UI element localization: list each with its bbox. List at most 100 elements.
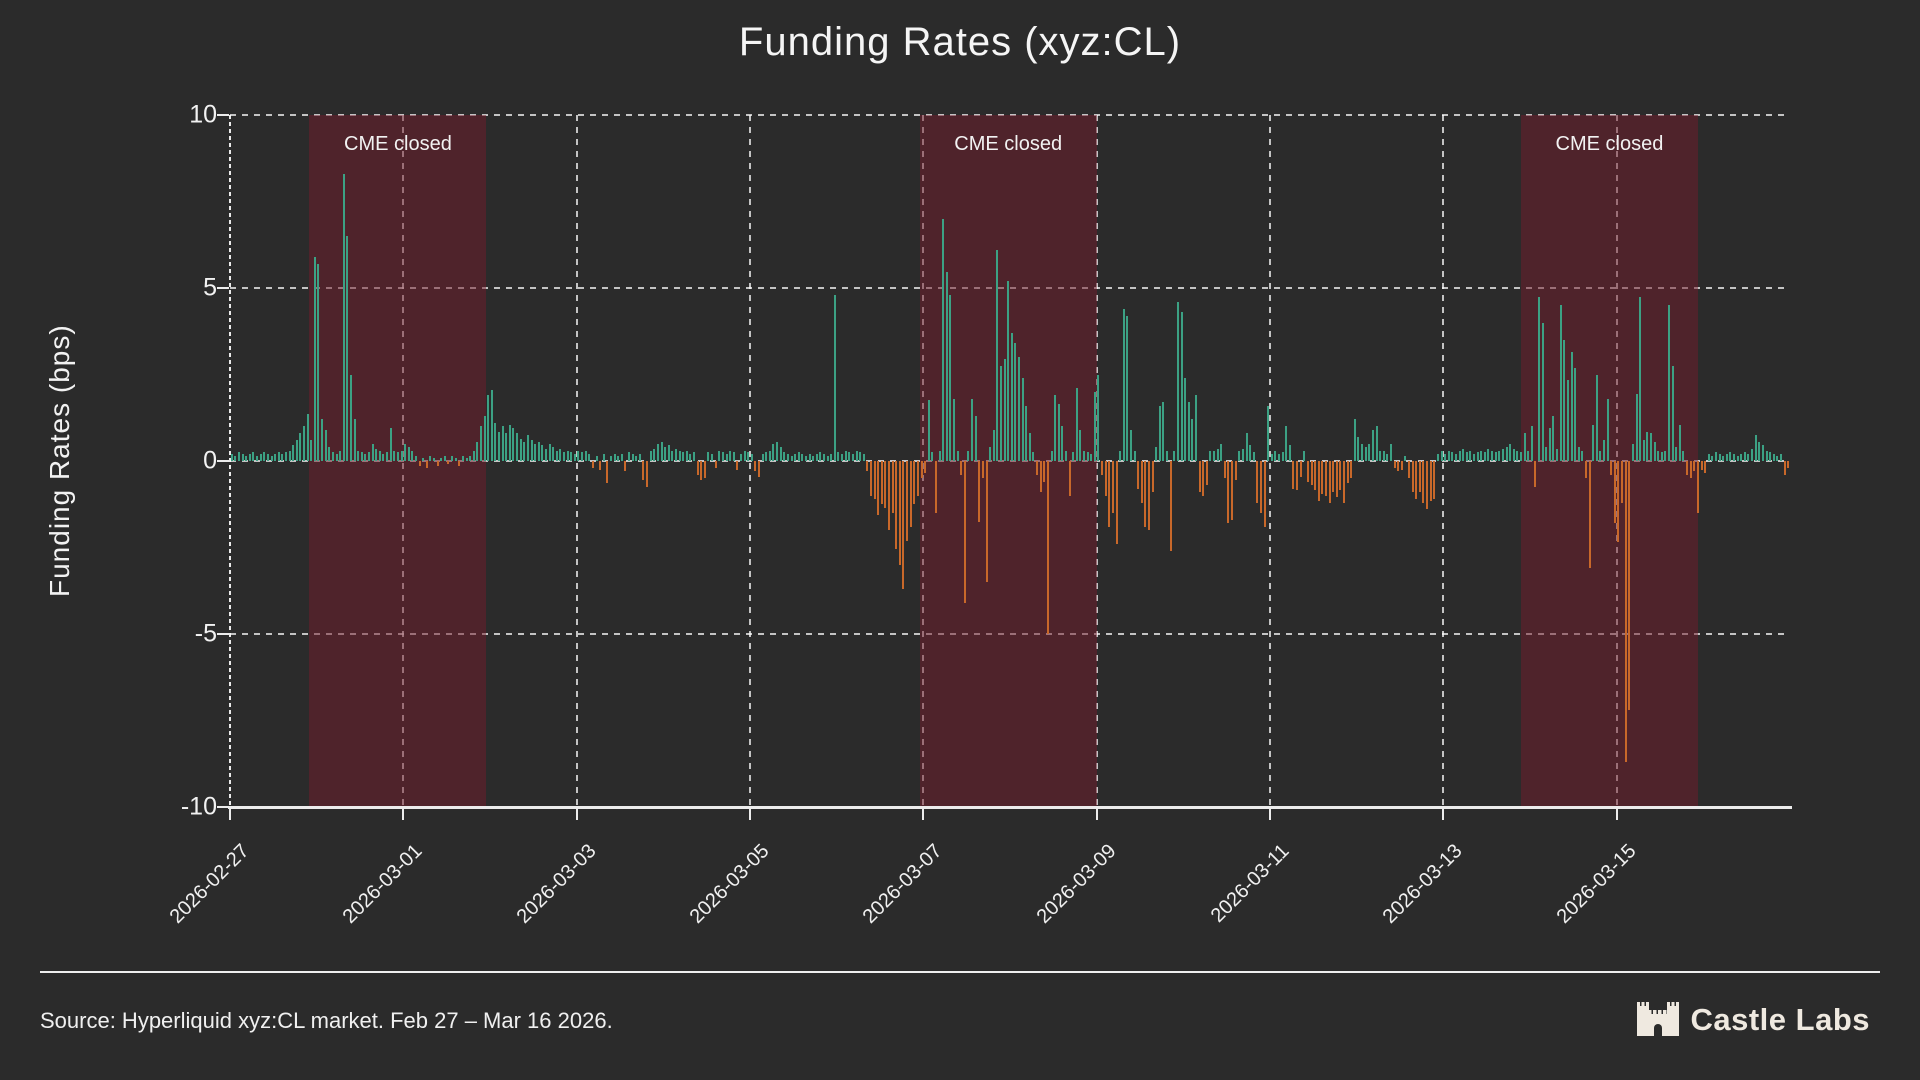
funding-bar — [263, 452, 266, 461]
funding-bar — [1083, 450, 1086, 461]
funding-bar — [563, 452, 566, 461]
funding-bar — [761, 454, 764, 461]
funding-bar — [303, 426, 306, 461]
x-tick-label-text: 2026-03-09 — [1032, 840, 1121, 928]
funding-bar — [628, 452, 631, 461]
funding-bar — [812, 455, 815, 461]
x-tick-label-text: 2026-02-27 — [165, 840, 254, 928]
funding-bar — [476, 441, 479, 461]
cme-closed-label: CME closed — [954, 133, 1063, 155]
y-tick-mark — [217, 460, 229, 462]
funding-bar — [1736, 455, 1739, 461]
funding-bar — [1501, 448, 1504, 461]
funding-bar — [1234, 461, 1237, 481]
v-gridline — [575, 115, 578, 807]
funding-bar — [671, 450, 674, 461]
funding-bar — [461, 455, 464, 461]
x-tick-mark — [1269, 809, 1271, 820]
funding-bar — [1588, 461, 1591, 569]
funding-bar — [617, 455, 620, 461]
funding-bar — [682, 452, 685, 461]
funding-bar — [1220, 443, 1223, 461]
funding-bar — [1061, 426, 1064, 461]
funding-bar — [1765, 450, 1768, 461]
funding-bar — [443, 455, 446, 461]
funding-bar — [999, 365, 1002, 461]
funding-bar — [248, 454, 251, 461]
funding-bar — [1487, 448, 1490, 461]
funding-bar — [1635, 393, 1638, 461]
funding-bar — [1696, 461, 1699, 513]
funding-bar — [776, 441, 779, 461]
funding-bar — [768, 450, 771, 461]
funding-bar — [674, 448, 677, 461]
funding-bar — [906, 461, 909, 541]
funding-bar — [624, 461, 627, 472]
funding-bar — [1476, 452, 1479, 461]
funding-bar — [1556, 448, 1559, 461]
y-tick-label: 10 — [189, 100, 217, 129]
funding-bar — [368, 452, 371, 461]
funding-bar — [494, 422, 497, 461]
funding-bar — [646, 461, 649, 487]
funding-bar — [451, 455, 454, 461]
funding-bar — [891, 461, 894, 513]
funding-bar — [888, 461, 891, 531]
funding-bar — [1119, 450, 1122, 461]
funding-bar — [1079, 429, 1082, 461]
funding-bar — [1259, 461, 1262, 513]
funding-bar — [1570, 352, 1573, 461]
x-tick-label: 2026-03-09 — [1032, 840, 1207, 928]
funding-bar — [707, 452, 710, 461]
funding-bar — [1606, 398, 1609, 461]
funding-bar — [1245, 433, 1248, 461]
funding-bar — [1505, 447, 1508, 461]
funding-bar — [436, 461, 439, 467]
funding-bar — [418, 461, 421, 467]
funding-bar — [1137, 461, 1140, 489]
funding-bar — [1769, 452, 1772, 461]
funding-bar — [1187, 402, 1190, 461]
funding-bar — [288, 450, 291, 461]
funding-bar — [1238, 450, 1241, 461]
funding-bar — [1610, 461, 1613, 475]
funding-bar — [1574, 367, 1577, 461]
funding-bar — [808, 454, 811, 461]
funding-bar — [1267, 405, 1270, 461]
funding-bar — [754, 461, 757, 472]
funding-bar — [1761, 445, 1764, 461]
funding-bar — [458, 461, 461, 467]
y-tick-label: 5 — [203, 273, 217, 302]
funding-bar — [1498, 450, 1501, 461]
funding-bar — [1133, 450, 1136, 461]
funding-bar — [1364, 447, 1367, 461]
funding-bar — [1671, 365, 1674, 461]
funding-bar — [949, 294, 952, 461]
funding-bar — [660, 441, 663, 461]
funding-bar — [1180, 312, 1183, 461]
funding-bar — [1357, 436, 1360, 461]
funding-bar — [1346, 461, 1349, 484]
funding-bar — [656, 443, 659, 461]
x-tick-label: 2026-03-03 — [512, 840, 687, 928]
funding-bar — [942, 218, 945, 461]
funding-bar — [407, 447, 410, 461]
funding-bar — [685, 450, 688, 461]
funding-bar — [703, 461, 706, 479]
funding-bar — [1140, 461, 1143, 503]
funding-bar — [895, 461, 898, 550]
funding-bar — [1021, 377, 1024, 461]
funding-bar — [1491, 450, 1494, 461]
funding-bar — [1534, 461, 1537, 487]
funding-bar — [331, 452, 334, 461]
funding-bar — [1202, 461, 1205, 496]
x-tick-mark — [229, 809, 231, 820]
funding-bar — [1722, 455, 1725, 461]
funding-bar — [1324, 461, 1327, 496]
funding-bar — [1751, 448, 1754, 461]
funding-bar — [1270, 454, 1273, 461]
funding-bar — [566, 450, 569, 461]
funding-bar — [851, 454, 854, 461]
funding-bar — [909, 461, 912, 527]
funding-bar — [400, 450, 403, 461]
